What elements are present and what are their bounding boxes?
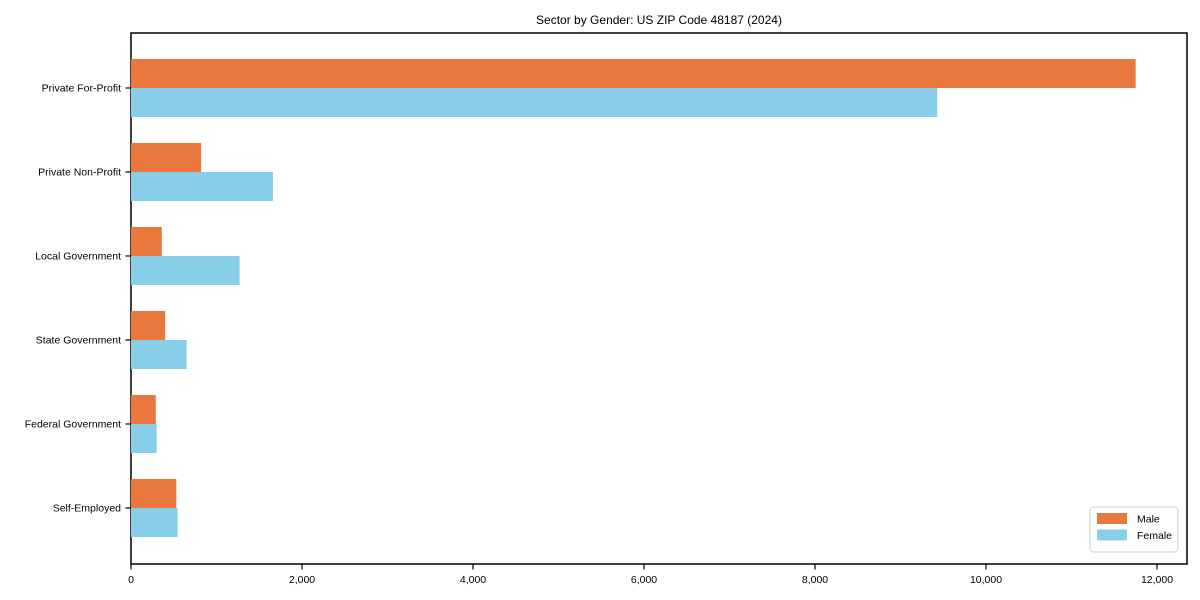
y-axis: Private For-Profit Private Non-Profit Loca… [25,83,131,515]
bar-female-local-government [131,256,240,285]
plot-border [130,32,1188,565]
x-tick-label: 8,000 [802,574,828,586]
bar-male-local-government [131,227,162,256]
y-category-label-local-government: Local Government [35,251,121,263]
bars-layer [131,59,1136,537]
bar-female-federal-government [131,424,157,453]
legend-swatch-female [1097,529,1127,541]
legend: Male Female [1089,506,1179,553]
x-tick-label: 0 [128,574,134,586]
bar-female-state-government [131,340,187,369]
chart-title: Sector by Gender: US ZIP Code 48187 (202… [536,13,782,27]
y-category-label-federal-government: Federal Government [25,419,121,431]
legend-label-male: Male [1137,514,1160,526]
x-tick-label: 4,000 [460,574,486,586]
y-category-label-private-non-profit: Private Non-Profit [38,167,121,179]
legend-swatch-male [1097,513,1127,524]
x-tick-label: 12,000 [1141,574,1173,586]
bar-male-self-employed [131,479,177,508]
y-category-label-private-for-profit: Private For-Profit [42,83,121,95]
x-axis: 0 2,000 4,000 6,000 8,000 10,000 12,000 [128,564,1173,586]
y-category-label-state-government: State Government [36,335,121,347]
bar-male-private-for-profit [131,59,1136,88]
bar-female-private-for-profit [131,88,938,117]
y-category-label-self-employed: Self-Employed [53,503,121,515]
bar-male-private-non-profit [131,143,202,172]
legend-label-female: Female [1137,530,1172,542]
x-tick-label: 2,000 [289,574,315,586]
x-tick-label: 10,000 [970,574,1002,586]
x-tick-label: 6,000 [631,574,657,586]
bar-female-private-non-profit [131,172,273,201]
bar-male-state-government [131,311,166,340]
bar-male-federal-government [131,395,156,424]
bar-female-self-employed [131,508,178,537]
